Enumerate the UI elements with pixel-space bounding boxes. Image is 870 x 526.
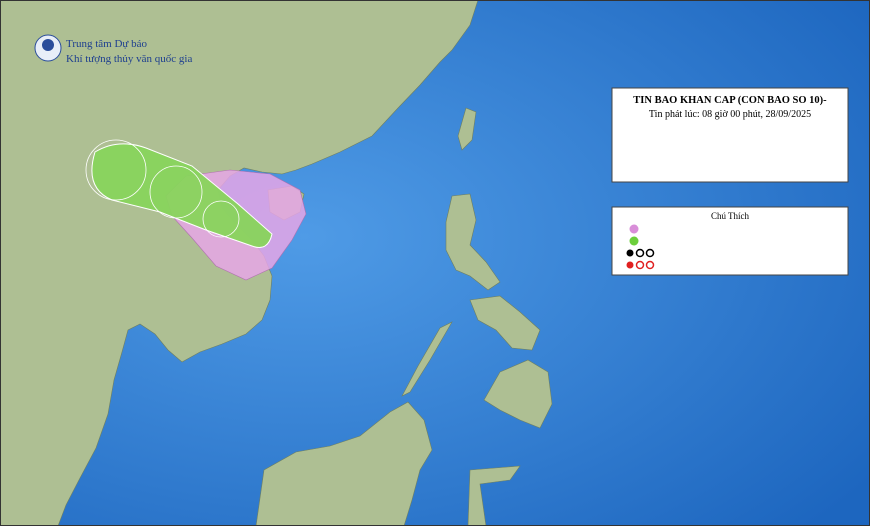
- agency-name: Trung tâm Dự báo: [66, 38, 148, 50]
- bulletin-box: [611, 87, 849, 183]
- legend-icon: [629, 224, 639, 234]
- legend-icon: [626, 260, 655, 270]
- legend-icon: [626, 248, 655, 258]
- cone-circle: [202, 200, 240, 238]
- bulletin-title: TIN BAO KHAN CAP (CON BAO SO 10)-: [633, 95, 827, 106]
- agency-name: Khí tượng thủy văn quốc gia: [66, 53, 192, 65]
- bulletin-issued: Tin phát lúc: 08 giờ 00 phút, 28/09/2025: [649, 109, 811, 120]
- legend-icon: [629, 236, 639, 246]
- borneo: [255, 401, 433, 526]
- legend-title: Chú Thích: [711, 211, 750, 221]
- luzon: [445, 193, 501, 291]
- mindanao: [483, 359, 553, 429]
- cone-circle: [149, 165, 203, 219]
- visayas: [469, 295, 541, 351]
- cone-circle: [85, 139, 147, 201]
- palawan: [401, 321, 453, 397]
- sulawesi: [467, 465, 521, 526]
- legend-box: [611, 206, 849, 276]
- danger-cone: [91, 143, 273, 248]
- logo: [42, 39, 54, 51]
- taiwan: [457, 107, 477, 151]
